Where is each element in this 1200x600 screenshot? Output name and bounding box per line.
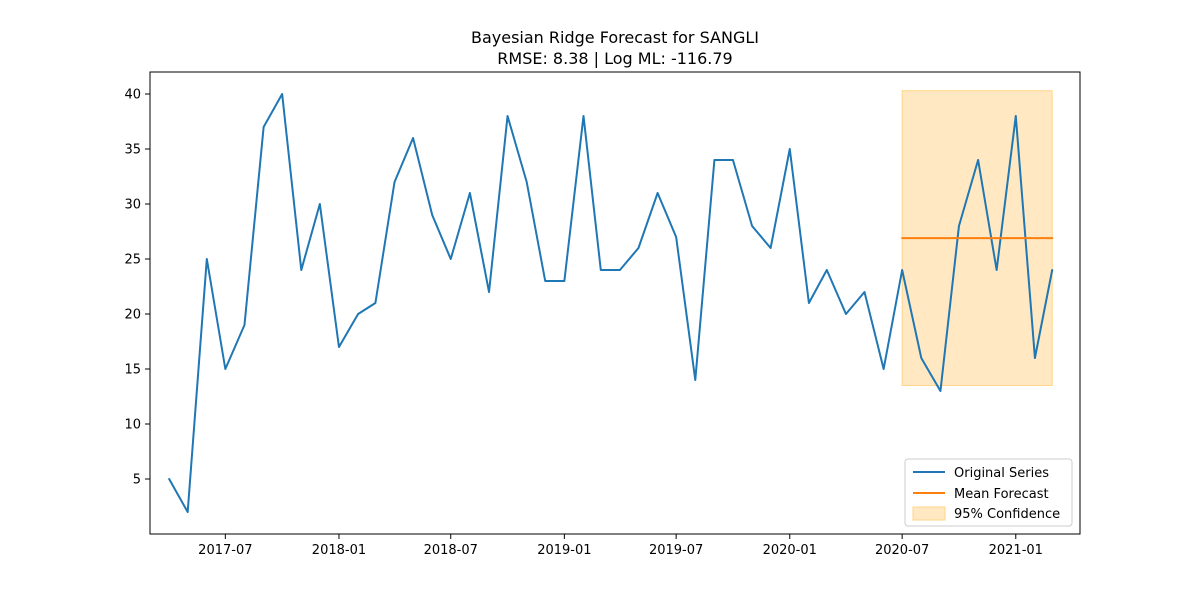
x-axis: 2017-07 2018-01 2018-07 2019-01 2019-07 2020-… [198,534,1043,558]
data-point-original-series [863,291,865,293]
data-point-original-series [1015,115,1017,117]
data-point-original-series [224,368,226,370]
data-point-original-series [901,269,903,271]
x-tick-label: 2021-01 [989,543,1043,558]
data-point-original-series [488,291,490,293]
data-point-original-series [996,269,998,271]
y-axis: 5 10 15 20 25 30 35 40 [124,88,150,488]
data-point-mean-forecast [1051,237,1053,239]
data-point-original-series [263,126,265,128]
y-tick-label: 10 [124,418,141,433]
data-point-original-series [187,511,189,513]
data-point-original-series [958,225,960,227]
legend-label-confidence: 95% Confidence [954,507,1060,522]
legend-box [904,458,1073,527]
data-point-original-series [1034,357,1036,359]
x-tick-label: 2020-07 [875,543,929,558]
data-point-original-series [619,269,621,271]
data-point-original-series [883,368,885,370]
data-point-original-series [939,390,941,392]
data-point-original-series [920,357,922,359]
data-point-original-series [694,379,696,381]
data-point-original-series [526,181,528,183]
data-point-original-series [357,313,359,315]
data-point-original-series [770,247,772,249]
x-tick-label: 2019-07 [649,543,703,558]
y-tick-label: 30 [124,198,141,213]
data-point-original-series [300,269,302,271]
data-point-original-series [713,159,715,161]
data-point-original-series [845,313,847,315]
data-point-original-series [168,478,170,480]
data-point-original-series [507,115,509,117]
legend-swatch-confidence [912,506,946,521]
data-point-original-series [544,280,546,282]
data-point-original-series [450,258,452,260]
x-tick-label: 2018-07 [424,543,478,558]
data-point-original-series [583,115,585,117]
legend: Original Series Mean Forecast 95% Confid… [904,458,1073,527]
y-tick-label: 35 [124,143,141,158]
data-point-original-series [1051,269,1053,271]
y-tick-label: 5 [133,473,141,488]
data-point-original-series [412,137,414,139]
data-point-original-series [600,269,602,271]
data-point-original-series [281,93,283,95]
series-line-original-series [168,93,1054,513]
data-point-original-series [374,302,376,304]
data-point-original-series [732,159,734,161]
y-tick-label: 40 [124,88,141,103]
data-point-original-series [394,181,396,183]
legend-label-original-series: Original Series [954,466,1049,481]
data-point-original-series [243,324,245,326]
data-point-mean-forecast [901,237,903,239]
data-point-original-series [751,225,753,227]
data-point-original-series [826,269,828,271]
plot-frame [149,71,1081,535]
x-tick-label: 2018-01 [312,543,366,558]
legend-label-mean-forecast: Mean Forecast [954,487,1049,502]
data-point-original-series [431,214,433,216]
data-point-original-series [675,236,677,238]
data-point-original-series [206,258,208,260]
data-point-original-series [469,192,471,194]
chart-subtitle: RMSE: 8.38 | Log ML: -116.79 [497,49,732,68]
series-layer [168,93,1054,513]
x-tick-label: 2019-01 [537,543,591,558]
data-point-original-series [977,159,979,161]
y-tick-label: 20 [124,308,141,323]
data-point-original-series [319,203,321,205]
data-point-original-series [789,148,791,150]
data-point-original-series [338,346,340,348]
data-point-original-series [657,192,659,194]
x-tick-label: 2017-07 [198,543,252,558]
x-tick-label: 2020-01 [763,543,817,558]
y-tick-label: 15 [124,363,141,378]
y-tick-label: 25 [124,253,141,268]
chart-title: Bayesian Ridge Forecast for SANGLI [471,28,759,47]
data-point-original-series [563,280,565,282]
data-point-original-series [637,247,639,249]
data-point-original-series [808,302,810,304]
